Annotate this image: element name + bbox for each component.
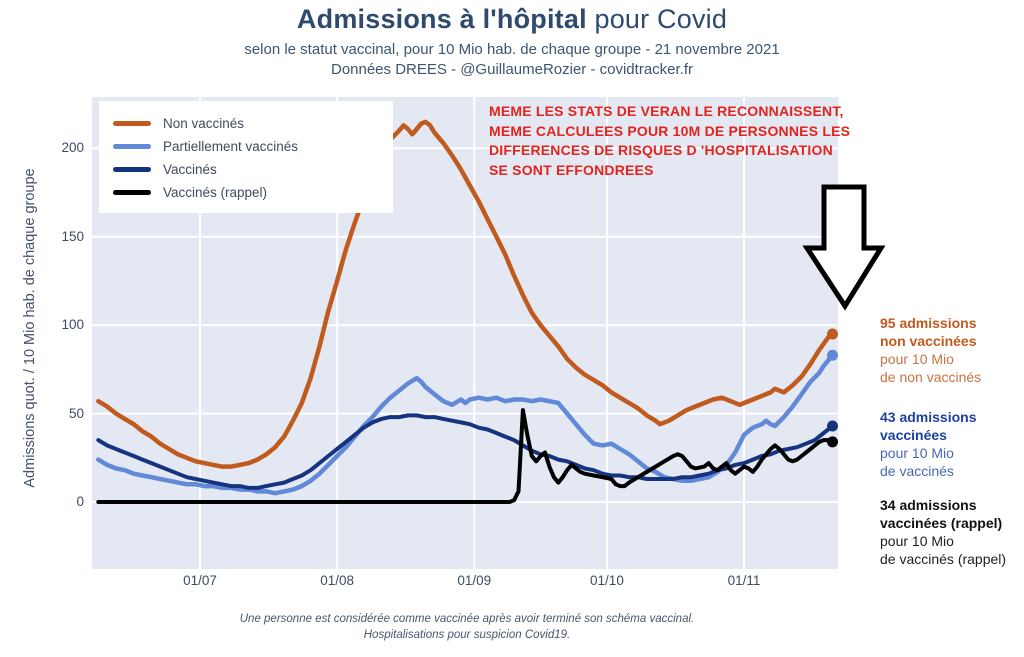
annotation-value: vaccinées <box>880 427 947 443</box>
chart-credit: Données DREES - @GuillaumeRozier - covid… <box>330 61 693 78</box>
annotation-value: vaccinées (rappel) <box>880 515 1003 531</box>
y-tick-label: 150 <box>61 228 84 244</box>
annotation-value: 43 admissions <box>880 409 977 425</box>
legend-swatch-orange-icon <box>113 121 151 126</box>
y-tick-label: 200 <box>61 140 84 156</box>
page-title-bold: Admissions à l'hôpital <box>296 4 587 34</box>
x-tick-label: 01/09 <box>457 573 492 588</box>
annotation-value: non vaccinées <box>880 333 977 349</box>
annotation-value: 34 admissions <box>880 497 977 513</box>
annotation-unit: de vaccinés <box>880 463 954 479</box>
series-line-non-vaccin-s <box>96 119 835 469</box>
legend: Non vaccinés Partiellement vaccinés Vacc… <box>99 101 393 213</box>
series-line-vaccin-s <box>96 413 835 490</box>
plot-area <box>92 97 838 569</box>
y-tick-label: 0 <box>76 494 84 509</box>
footnote-line: Une personne est considérée comme vaccin… <box>239 613 695 625</box>
legend-label: Vaccinés <box>163 162 217 177</box>
red-annotation-line: DIFFERENCES DE RISQUES D 'HOSPITALISATIO… <box>489 142 833 158</box>
line-chart <box>92 97 838 569</box>
legend-label: Vaccinés (rappel) <box>163 185 268 200</box>
red-annotation-line: MEME LES STATS DE VERAN LE RECONNAISSENT… <box>489 103 844 119</box>
annotation-unit: de non vaccinés <box>880 369 982 385</box>
endpoint-dot <box>827 328 838 340</box>
legend-item-non-vaccines: Non vaccinés <box>113 112 379 135</box>
legend-label: Partiellement vaccinés <box>163 139 299 154</box>
legend-item-vaccines-rappel: Vaccinés (rappel) <box>113 181 379 204</box>
endpoint-dot <box>827 349 838 361</box>
legend-swatch-darkblue-icon <box>113 167 151 172</box>
legend-swatch-black-icon <box>113 190 151 195</box>
endpoint-dot <box>827 420 838 432</box>
y-tick-label: 100 <box>61 317 84 333</box>
annotation-unit: pour 10 Mio <box>880 351 954 367</box>
page-title: Admissions à l'hôpital pour Covid <box>0 4 1024 35</box>
series-line-vaccin-s-rappel- <box>96 408 835 504</box>
annotation-vaccines-rappel: 34 admissions vaccinées (rappel) pour 10… <box>880 496 1024 568</box>
legend-item-partiellement-vaccines: Partiellement vaccinés <box>113 135 379 158</box>
legend-label: Non vaccinés <box>163 116 245 131</box>
footnote: Une personne est considérée comme vaccin… <box>0 611 934 643</box>
legend-swatch-lightblue-icon <box>113 144 151 149</box>
annotation-unit: pour 10 Mio <box>880 445 954 461</box>
y-tick-label: 50 <box>68 405 84 421</box>
x-tick-label: 01/11 <box>727 573 761 588</box>
red-annotation: MEME LES STATS DE VERAN LE RECONNAISSENT… <box>489 102 899 180</box>
red-annotation-line: SE SONT EFFONDREES <box>489 161 654 178</box>
annotation-unit: de vaccinés (rappel) <box>880 551 1007 567</box>
x-tick-label: 01/08 <box>320 573 355 588</box>
y-axis-label: Admissions quot. / 10 Mio hab. de chaque… <box>22 168 38 488</box>
annotation-value: 95 admissions <box>880 315 977 331</box>
legend-item-vaccines: Vaccinés <box>113 158 379 181</box>
footnote-line: Hospitalisations pour suspicion Covid19. <box>363 629 571 641</box>
x-tick-label: 01/07 <box>183 573 217 588</box>
chart-subtitle: selon le statut vaccinal, pour 10 Mio ha… <box>244 41 780 58</box>
page-title-regular: pour Covid <box>586 4 728 34</box>
down-arrow-icon <box>802 184 886 311</box>
x-tick-label: 01/10 <box>590 573 624 588</box>
endpoint-dot <box>827 436 838 448</box>
annotation-unit: pour 10 Mio <box>880 533 954 549</box>
annotation-vaccines: 43 admissions vaccinées pour 10 Mio de v… <box>880 408 1024 480</box>
red-annotation-line: MEME CALCULEES POUR 10M DE PERSONNES LES <box>489 122 851 139</box>
annotation-non-vaccines: 95 admissions non vaccinées pour 10 Mio … <box>880 314 1024 386</box>
